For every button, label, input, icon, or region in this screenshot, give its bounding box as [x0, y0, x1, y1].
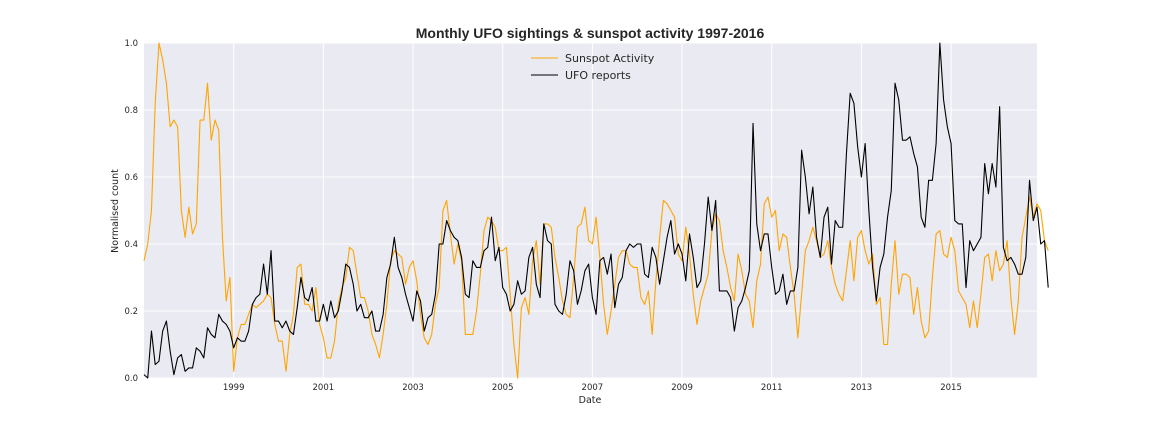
- y-tick-label: 0.4: [124, 240, 138, 250]
- ufo-reports-line: [143, 42, 1049, 379]
- y-axis: 0.0 0.2 0.4 0.6 0.8 1.0: [124, 39, 138, 384]
- x-tick-label: 2005: [492, 383, 514, 393]
- y-tick-label: 0.0: [124, 374, 138, 384]
- x-tick-label: 2003: [402, 383, 424, 393]
- x-tick-label: 2007: [582, 383, 604, 393]
- y-tick-label: 0.6: [124, 173, 138, 183]
- y-tick-label: 1.0: [124, 39, 138, 49]
- chart-title: Monthly UFO sightings & sunspot activity…: [416, 25, 765, 41]
- series-layer: [143, 42, 1049, 379]
- x-axis-label: Date: [579, 395, 602, 406]
- x-tick-label: 1999: [223, 383, 245, 393]
- legend-label-ufo: UFO reports: [565, 69, 631, 82]
- legend-label-sunspot: Sunspot Activity: [565, 52, 655, 65]
- y-tick-label: 0.8: [124, 106, 138, 116]
- y-axis-label: Normalised count: [110, 169, 121, 253]
- plot-area: [144, 43, 1037, 378]
- x-axis: 1999 2001 2003 2005 2007 2009 2011 2013 2015: [223, 383, 962, 393]
- y-tick-label: 0.2: [124, 307, 138, 317]
- x-tick-label: 2011: [761, 383, 783, 393]
- sunspot-activity-line: [143, 42, 1049, 379]
- x-tick-label: 2009: [671, 383, 693, 393]
- grid-lines: [144, 42, 1037, 379]
- x-tick-label: 2013: [851, 383, 873, 393]
- legend: Sunspot Activity UFO reports: [531, 52, 655, 82]
- x-tick-label: 2015: [940, 383, 962, 393]
- x-tick-label: 2001: [313, 383, 335, 393]
